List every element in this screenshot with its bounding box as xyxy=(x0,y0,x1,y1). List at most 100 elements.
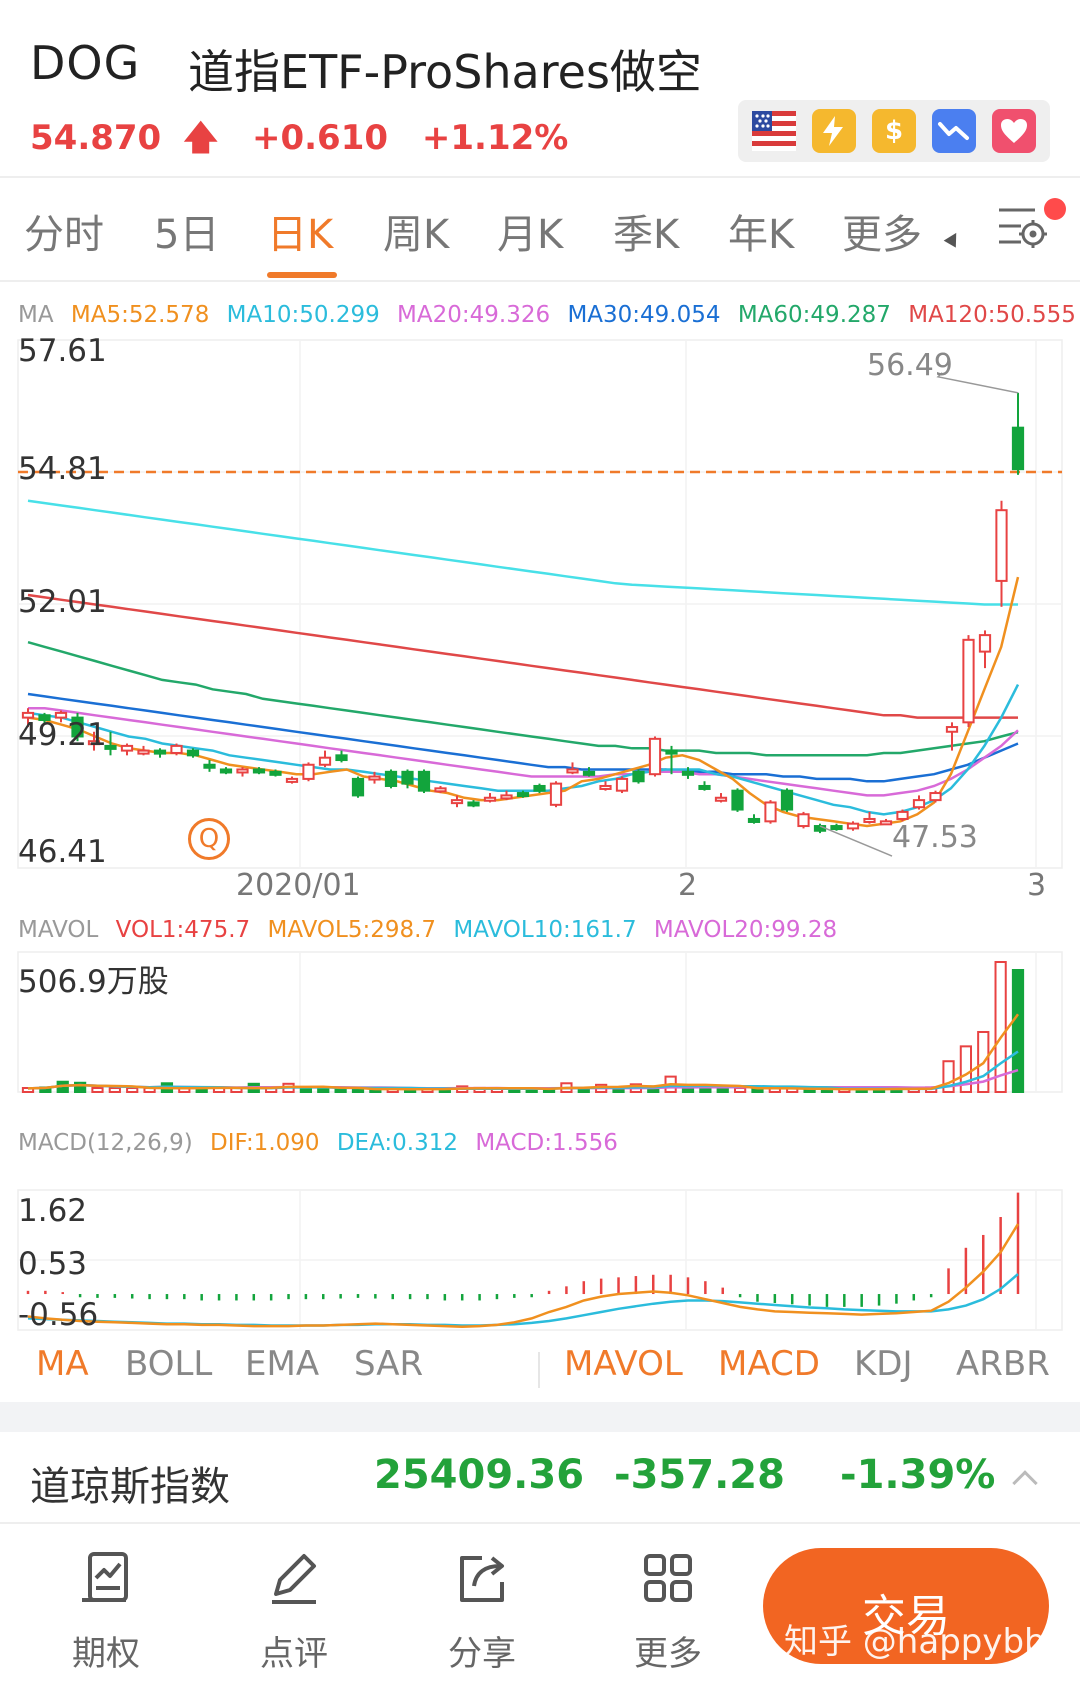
ma_extra-line xyxy=(27,499,1018,606)
share-button[interactable]: 分享 xyxy=(422,1526,542,1684)
dollar-icon[interactable]: $ xyxy=(872,109,916,153)
candle-body xyxy=(731,789,744,811)
mavol10-line xyxy=(27,1050,1019,1091)
vol-legend-label: MAVOL xyxy=(18,917,99,943)
price-axis-label: 52.01 xyxy=(18,584,107,620)
index-change-pct: -1.39% xyxy=(840,1452,996,1498)
candle-body xyxy=(71,716,84,738)
ma60-value: MA60:49.287 xyxy=(737,302,891,328)
volume-bar xyxy=(126,1087,139,1093)
volume-bar xyxy=(108,1087,121,1093)
candle-body xyxy=(582,770,596,776)
macd-axis-label: -0.56 xyxy=(18,1297,99,1333)
candle-body xyxy=(681,770,695,776)
bottom-action-bar: 期权 点评 分享 更多 交易 知乎 @happybbee xyxy=(0,1526,1080,1684)
indicator-mavol[interactable]: MAVOL xyxy=(564,1344,683,1384)
review-label: 点评 xyxy=(260,1634,328,1674)
candle-body xyxy=(714,796,728,802)
tab-quarterly-k[interactable]: 季K xyxy=(613,212,680,258)
mavol5-value: MAVOL5:298.7 xyxy=(267,917,437,943)
candle-body xyxy=(698,784,711,790)
price-axis-label: 54.81 xyxy=(18,451,107,487)
more-button[interactable]: 更多 xyxy=(608,1526,728,1684)
macd-axis-label: 0.53 xyxy=(18,1246,88,1282)
candle-body xyxy=(830,825,843,831)
candle-body xyxy=(368,775,381,781)
notification-dot xyxy=(1044,198,1066,220)
volume-bar xyxy=(73,1081,87,1094)
candle-body xyxy=(945,726,959,733)
candle-body xyxy=(87,740,101,746)
review-button[interactable]: 点评 xyxy=(234,1526,354,1684)
share-icon xyxy=(460,1556,504,1602)
chart-settings-icon[interactable] xyxy=(995,202,1051,252)
candle-body xyxy=(780,789,794,811)
trade-label: 交易 xyxy=(862,1591,950,1642)
candle-body xyxy=(401,770,414,785)
ma60-line xyxy=(27,640,1019,757)
index-ticker-bar[interactable]: 道琼斯指数 25409.36 -357.28 -1.39% xyxy=(0,1432,1080,1524)
candle-body xyxy=(929,792,942,802)
candle-body xyxy=(21,711,35,719)
tab-monthly-k[interactable]: 月K xyxy=(497,212,564,258)
date-label: 2020/01 xyxy=(236,868,361,903)
indicator-boll[interactable]: BOLL xyxy=(125,1344,213,1384)
trade-button[interactable]: 交易 xyxy=(763,1548,1049,1664)
heart-icon[interactable] xyxy=(992,109,1036,153)
candle-body xyxy=(351,777,365,797)
candle-body xyxy=(318,756,332,766)
max-price-label: 56.49 xyxy=(867,348,953,383)
indicator-arbr[interactable]: ARBR xyxy=(956,1344,1050,1384)
tab-5day[interactable]: 5日 xyxy=(154,212,220,258)
date-label: 3 xyxy=(1027,868,1047,903)
candle-body xyxy=(566,768,579,774)
tab-daily-k[interactable]: 日K xyxy=(267,212,334,258)
candle-body xyxy=(120,744,134,752)
candle-body xyxy=(516,792,530,798)
candle-body xyxy=(252,768,266,774)
candle-body xyxy=(863,817,876,823)
indicator-ema[interactable]: EMA xyxy=(245,1344,320,1384)
us-flag-icon[interactable] xyxy=(752,109,796,153)
q-event-marker-icon[interactable]: Q xyxy=(188,818,230,860)
tab-more[interactable]: 更多 xyxy=(842,212,922,258)
indicator-macd[interactable]: MACD xyxy=(718,1344,820,1384)
candle-body xyxy=(483,796,497,802)
tab-weekly-k[interactable]: 周K xyxy=(383,212,450,258)
more-label: 更多 xyxy=(634,1634,702,1674)
price-change-pct: +1.12% xyxy=(421,118,569,158)
share-label: 分享 xyxy=(448,1634,516,1674)
candle-body xyxy=(302,763,315,780)
indicator-sar[interactable]: SAR xyxy=(354,1344,424,1384)
ticker-symbol: DOG xyxy=(30,36,141,90)
ma5-value: MA5:52.578 xyxy=(70,302,210,328)
candle-body xyxy=(269,770,282,776)
ma20-line xyxy=(28,706,1019,797)
tab-yearly-k[interactable]: 年K xyxy=(728,212,795,258)
candle-body xyxy=(747,817,761,823)
candle-body xyxy=(549,782,563,806)
chevron-up-icon[interactable] xyxy=(1012,1470,1038,1496)
options-button[interactable]: 期权 xyxy=(46,1526,166,1684)
indicator-ma[interactable]: MA xyxy=(36,1344,89,1384)
last-price: 54.870 🡅 xyxy=(30,118,218,158)
lightning-icon[interactable] xyxy=(812,109,856,153)
ma-legend-label: MA xyxy=(18,302,54,328)
candle-body xyxy=(153,749,167,755)
chart-trend-icon[interactable] xyxy=(932,109,976,153)
candle-body xyxy=(54,711,68,719)
candle-body xyxy=(665,749,678,755)
up-arrow-icon: 🡅 xyxy=(183,118,219,158)
watermark-text: 知乎 @happybbee xyxy=(784,1622,1080,1662)
max-price-leader xyxy=(936,372,1019,394)
tab-intraday[interactable]: 分时 xyxy=(24,212,104,258)
mavol20-value: MAVOL20:99.28 xyxy=(653,917,838,943)
dif-value: DIF:1.090 xyxy=(210,1130,320,1156)
macd-axis-label: 1.62 xyxy=(18,1193,88,1229)
price-axis-label: 46.41 xyxy=(18,834,107,870)
candle-body xyxy=(500,794,513,800)
price-row: 54.870 🡅 +0.610 +1.12% xyxy=(30,114,590,171)
indicator-kdj[interactable]: KDJ xyxy=(854,1344,913,1384)
options-chart-icon xyxy=(82,1552,128,1602)
